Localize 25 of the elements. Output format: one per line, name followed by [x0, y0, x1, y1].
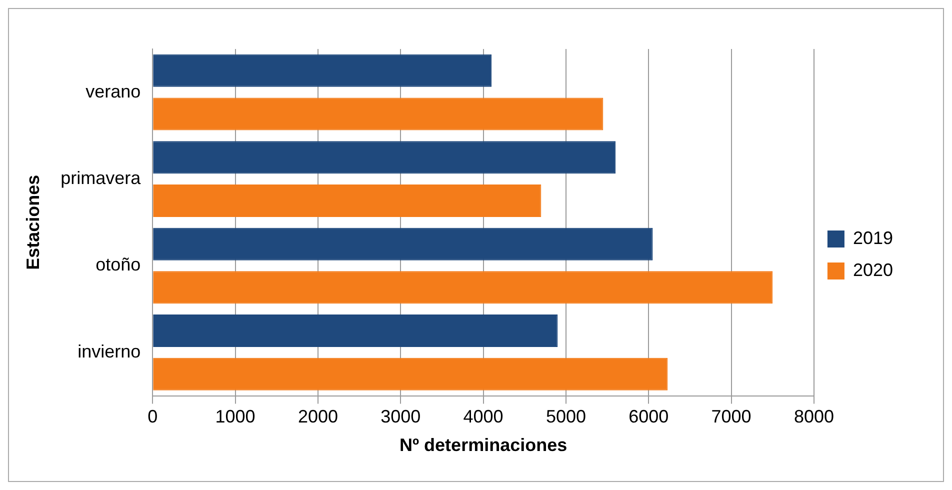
bar	[153, 358, 668, 390]
x-tick-label: 6000	[628, 406, 669, 427]
bar	[153, 98, 604, 130]
y-axis-title: Estaciones	[22, 174, 43, 270]
bar	[153, 228, 653, 260]
x-tick-label: 5000	[546, 406, 586, 427]
x-tick-label: 8000	[794, 406, 834, 427]
y-tick-label: verano	[86, 81, 141, 102]
bar	[153, 271, 773, 304]
bar	[153, 54, 492, 87]
y-tick-label: primavera	[60, 168, 142, 188]
x-tick-label: 7000	[711, 406, 752, 427]
bar	[153, 141, 616, 174]
y-tick-label: invierno	[78, 341, 141, 362]
x-tick-label: 0	[148, 406, 158, 427]
x-axis-title: Nº determinaciones	[399, 435, 568, 456]
legend-label: 2020	[852, 260, 894, 280]
x-tick-label: 1000	[215, 406, 256, 427]
x-tick-label: 2000	[298, 406, 338, 427]
y-tick-label: otoño	[96, 254, 141, 275]
x-tick-label: 4000	[463, 406, 504, 427]
x-tick-label: 3000	[380, 406, 421, 427]
bar	[153, 314, 558, 348]
legend-label: 2019	[852, 228, 894, 248]
bar	[153, 184, 542, 217]
